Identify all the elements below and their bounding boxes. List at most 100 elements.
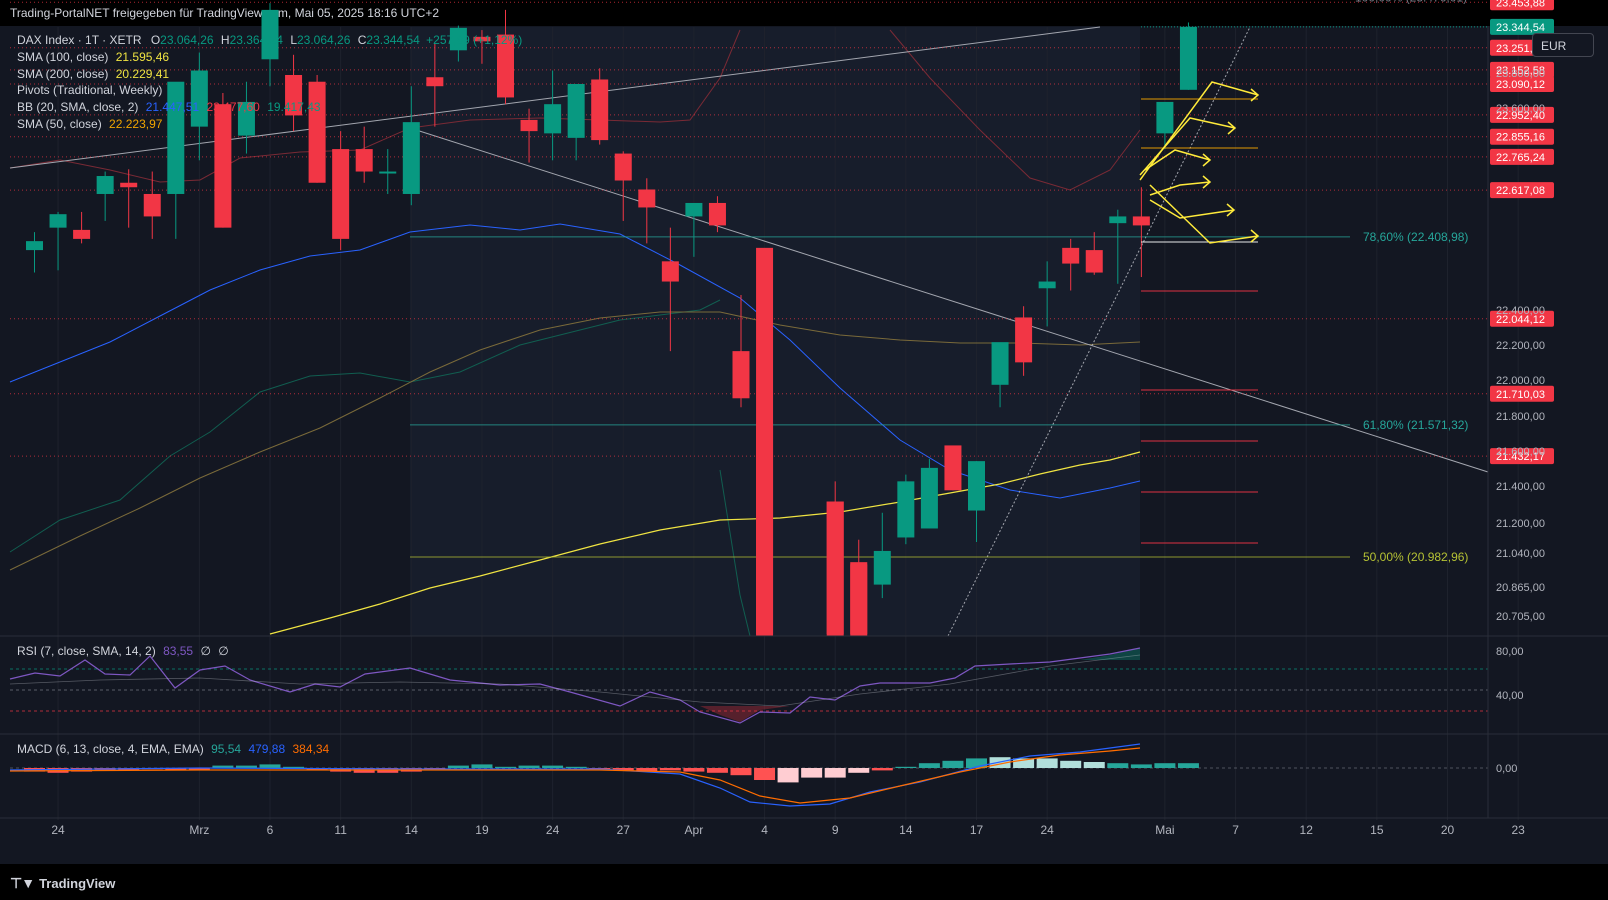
time-tick-7: 27 (617, 823, 631, 837)
macd-hist-36 (871, 768, 893, 771)
projection-arrow-4 (1226, 203, 1236, 217)
candle-body-6 (167, 81, 185, 194)
fib-label-2: 61,80% (21.571,32) (1363, 418, 1468, 432)
macd-hist-19 (471, 764, 493, 768)
macd-hist-43 (1036, 758, 1058, 768)
time-tick-2: 6 (267, 823, 274, 837)
macd-hist-35 (848, 768, 870, 773)
candle-body-15 (379, 171, 397, 174)
legend-sma100-label: SMA (100, close) (17, 50, 109, 64)
legend-pivots-label: Pivots (Traditional, Weekly) (17, 83, 163, 97)
pivot-tag-4 (1490, 61, 1554, 78)
candle-body-49 (1179, 26, 1197, 90)
legend-pivots[interactable]: Pivots (Traditional, Weekly) (17, 82, 162, 99)
candle-body-14 (355, 149, 373, 172)
macd-hist-28 (683, 768, 705, 772)
candle-body-10 (261, 9, 279, 60)
time-tick-13: 24 (1040, 823, 1054, 837)
fib-label-1: 78,60% (22.408,98) (1363, 230, 1468, 244)
legend-sma50[interactable]: SMA (50, close) 22.223,97 (17, 116, 162, 133)
macd-hist-47 (1130, 764, 1152, 768)
sma50-line (9, 311, 1141, 571)
candle-body-22 (544, 104, 562, 134)
legend-bb[interactable]: BB (20, SMA, close, 2) 21.447,51 23.477,… (17, 99, 321, 116)
projection-arrow-2 (1202, 153, 1212, 167)
legend-macd-signal: 384,34 (292, 742, 330, 756)
pivot-label-7: 22.855,16 (1496, 132, 1545, 144)
legend-symbol-row[interactable]: DAX Index · 1T · XETR O23.064,26 H23.364… (17, 32, 522, 49)
candle-drop-0 (756, 247, 774, 637)
trendline-dotted (947, 26, 1251, 637)
legend-bb-label: BB (20, SMA, close, 2) (17, 100, 139, 114)
macd-hist-39 (942, 760, 964, 768)
candle-body-26 (638, 189, 656, 208)
candle-body-3 (96, 176, 114, 194)
projection-arrow-3 (1202, 175, 1212, 189)
footer-bar (0, 864, 1608, 900)
price-chart[interactable]: 23.749,9323.553,6723.453,8823.251,2123.1… (0, 0, 1608, 864)
macd-hist-20 (495, 766, 516, 768)
macd-signal-line (9, 747, 1141, 804)
legend-macd[interactable]: MACD (6, 13, close, 4, EMA, EMA) 95,54 4… (17, 741, 329, 758)
legend-close: 23.344,54 (366, 33, 420, 47)
rsi-overbought-fill (1080, 648, 1140, 660)
candle-body-9 (237, 101, 255, 136)
legend-sma200[interactable]: SMA (200, close) 20.229,41 (17, 66, 169, 83)
projection-arrow-5 (1250, 229, 1260, 243)
legend-sma50-label: SMA (50, close) (17, 117, 102, 131)
rsi-oversold-fill (700, 706, 790, 722)
candle-body-4 (120, 182, 138, 188)
bb-upper-line-2 (889, 29, 1141, 191)
candle-body-38 (920, 467, 938, 529)
bb-lower-line-2 (719, 469, 751, 637)
candle-body-25 (614, 153, 632, 181)
projection-path-2 (1144, 149, 1211, 171)
candle-body-44 (1062, 247, 1080, 264)
pivot-label-9: 22.617,08 (1496, 185, 1545, 197)
price-tick-10: 20.865,00 (1496, 582, 1545, 594)
last-price-tag (1490, 18, 1554, 35)
candle-body-8 (214, 104, 232, 228)
macd-hist-12 (306, 768, 328, 771)
candle-body-19 (473, 36, 491, 42)
macd-hist-32 (777, 768, 799, 783)
legend-sma200-value: 20.229,41 (115, 67, 170, 81)
legend-rsi[interactable]: RSI (7, close, SMA, 14, 2) 83,55 ∅ ∅ (17, 643, 229, 660)
candle-body-46 (1109, 216, 1127, 224)
time-tick-10: 9 (832, 823, 839, 837)
macd-hist-26 (636, 768, 658, 772)
time-tick-15: 7 (1232, 823, 1239, 837)
candle-body-5 (143, 193, 161, 217)
macd-hist-25 (612, 768, 634, 771)
legend-sma100[interactable]: SMA (100, close) 21.595,46 (17, 49, 169, 66)
legend-close-label: C (357, 33, 367, 47)
candle-body-11 (285, 74, 303, 116)
share-header-text: Trading-PortalNET freigegeben für Tradin… (10, 6, 440, 20)
macd-hist-38 (918, 763, 940, 768)
time-tick-3: 11 (334, 823, 347, 837)
macd-hist-45 (1083, 762, 1105, 768)
macd-hist-34 (824, 768, 846, 778)
projection-path-5 (1149, 184, 1259, 244)
candle-body-39 (944, 445, 962, 491)
legend-sma100-value: 21.595,46 (115, 50, 170, 64)
time-tick-17: 15 (1370, 823, 1384, 837)
candle-body-27 (661, 261, 679, 282)
legend-sma50-value: 22.223,97 (109, 117, 163, 131)
pivot-tag-11 (1490, 385, 1554, 402)
macd-hist-18 (447, 765, 469, 768)
candle-body-45 (1085, 250, 1103, 273)
candle-body-18 (449, 27, 467, 51)
time-tick-5: 19 (475, 823, 489, 837)
pivot-tag-8 (1490, 148, 1554, 165)
candle-body-28 (685, 202, 703, 217)
bb-lower-line (9, 299, 721, 553)
candle-body-0 (26, 241, 43, 251)
tradingview-logo[interactable]: ⊤▼ TradingView (10, 875, 115, 892)
legend-open: 23.064,26 (160, 33, 214, 47)
price-tick-4: 22.000,00 (1496, 375, 1545, 387)
macd-hist-42 (1013, 758, 1035, 768)
candle-body-2 (73, 229, 91, 239)
currency-button[interactable]: EUR (1532, 33, 1594, 57)
time-tick-6: 24 (546, 823, 560, 837)
